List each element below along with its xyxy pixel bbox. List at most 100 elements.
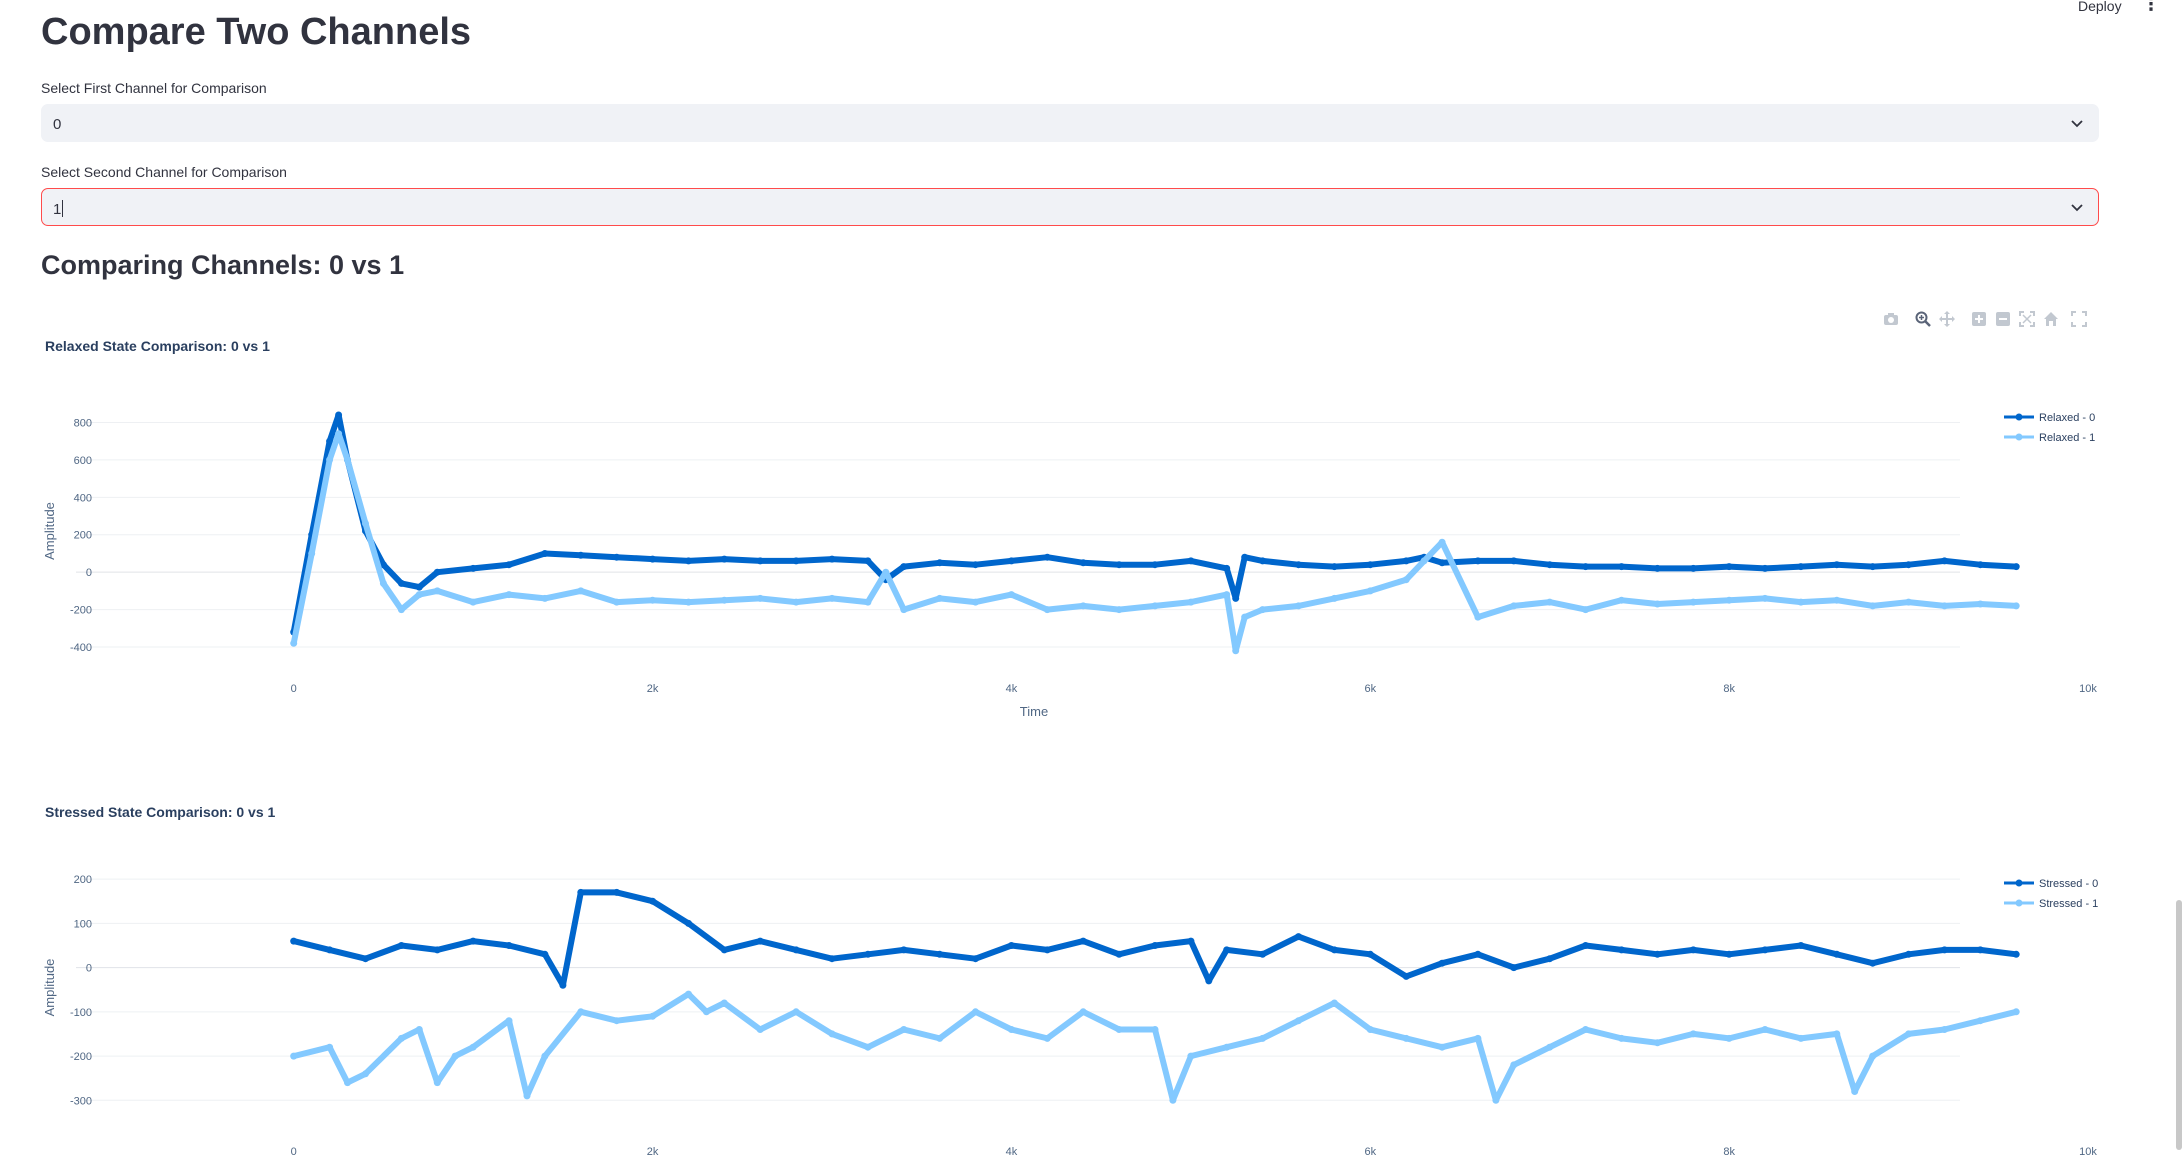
data-point[interactable] xyxy=(1582,1026,1590,1033)
data-point[interactable] xyxy=(1653,950,1661,958)
data-point[interactable] xyxy=(1079,1008,1087,1016)
data-point[interactable] xyxy=(936,559,944,567)
legend-item-1[interactable]: Relaxed - 0 xyxy=(2004,412,2095,424)
data-point[interactable] xyxy=(1618,596,1625,604)
data-point[interactable] xyxy=(864,598,872,606)
data-point[interactable] xyxy=(1797,598,1805,606)
zoom-in-icon[interactable] xyxy=(1970,310,1988,328)
data-point[interactable] xyxy=(1232,647,1240,655)
data-point[interactable] xyxy=(1402,1034,1410,1042)
data-point[interactable] xyxy=(756,557,764,565)
data-point[interactable] xyxy=(290,639,298,647)
data-point[interactable] xyxy=(397,606,405,614)
data-point[interactable] xyxy=(649,897,657,905)
data-point[interactable] xyxy=(559,981,567,989)
data-point[interactable] xyxy=(1259,1034,1267,1042)
data-point[interactable] xyxy=(1618,1034,1625,1042)
data-point[interactable] xyxy=(1295,933,1302,941)
data-point[interactable] xyxy=(756,1026,764,1033)
data-point[interactable] xyxy=(523,1092,531,1100)
data-point[interactable] xyxy=(1582,563,1590,571)
data-point[interactable] xyxy=(1366,561,1374,569)
data-point[interactable] xyxy=(1761,594,1769,602)
data-point[interactable] xyxy=(1869,602,1877,610)
data-point[interactable] xyxy=(1169,1096,1177,1104)
data-point[interactable] xyxy=(397,579,405,587)
series-line-1[interactable] xyxy=(290,889,2020,989)
data-point[interactable] xyxy=(577,888,585,896)
data-point[interactable] xyxy=(1205,977,1213,985)
pan-icon[interactable] xyxy=(1938,310,1956,328)
data-point[interactable] xyxy=(1079,937,1087,945)
data-point[interactable] xyxy=(2012,602,2020,610)
data-point[interactable] xyxy=(1151,602,1159,610)
data-point[interactable] xyxy=(469,598,477,606)
fullscreen-icon[interactable] xyxy=(2070,310,2088,328)
data-point[interactable] xyxy=(1241,613,1249,621)
data-point[interactable] xyxy=(1725,563,1733,571)
data-point[interactable] xyxy=(1546,598,1554,606)
data-point[interactable] xyxy=(1223,946,1231,954)
data-point[interactable] xyxy=(469,937,477,945)
data-point[interactable] xyxy=(1043,606,1051,614)
first-channel-select[interactable]: 0 xyxy=(41,104,2099,142)
data-point[interactable] xyxy=(335,430,343,438)
data-point[interactable] xyxy=(828,594,836,602)
data-point[interactable] xyxy=(1689,1030,1697,1038)
data-point[interactable] xyxy=(577,551,585,559)
data-point[interactable] xyxy=(1976,1017,1984,1025)
data-point[interactable] xyxy=(1833,1030,1841,1038)
data-point[interactable] xyxy=(1438,959,1446,967)
data-point[interactable] xyxy=(649,1012,657,1020)
stressed-chart[interactable]: -300 -200 -100 0 100 200 0 2k 4k 6k 8k 10k Amplitude… xyxy=(0,827,2184,1157)
data-point[interactable] xyxy=(1582,942,1590,949)
data-point[interactable] xyxy=(362,955,369,963)
data-point[interactable] xyxy=(1366,587,1374,595)
data-point[interactable] xyxy=(344,1079,351,1087)
data-point[interactable] xyxy=(900,563,908,571)
data-point[interactable] xyxy=(2012,563,2020,571)
relaxed-chart[interactable]: -400 -200 0 200 400 600 800 0 2k 4k 6k 8k 10k Time Amp… xyxy=(0,370,2184,770)
data-point[interactable] xyxy=(1438,538,1446,546)
data-point[interactable] xyxy=(936,1034,944,1042)
data-point[interactable] xyxy=(1941,946,1948,954)
camera-icon[interactable] xyxy=(1882,310,1900,328)
series-line-1[interactable] xyxy=(290,412,2020,636)
data-point[interactable] xyxy=(505,1017,513,1025)
data-point[interactable] xyxy=(1043,553,1051,561)
data-point[interactable] xyxy=(936,594,944,602)
data-point[interactable] xyxy=(577,1008,585,1016)
data-point[interactable] xyxy=(1976,946,1984,954)
data-point[interactable] xyxy=(541,550,549,557)
data-point[interactable] xyxy=(344,456,351,464)
data-point[interactable] xyxy=(326,456,334,464)
data-point[interactable] xyxy=(1761,564,1769,572)
data-point[interactable] xyxy=(685,919,692,927)
data-point[interactable] xyxy=(613,553,621,561)
data-point[interactable] xyxy=(792,946,800,954)
data-point[interactable] xyxy=(290,937,298,945)
data-point[interactable] xyxy=(335,411,343,419)
data-point[interactable] xyxy=(415,591,423,599)
data-point[interactable] xyxy=(1976,600,1984,608)
data-point[interactable] xyxy=(936,950,944,958)
data-point[interactable] xyxy=(541,594,549,602)
data-point[interactable] xyxy=(1941,602,1948,610)
data-point[interactable] xyxy=(864,557,872,565)
data-point[interactable] xyxy=(864,1043,872,1051)
data-point[interactable] xyxy=(1259,557,1267,565)
data-point[interactable] xyxy=(326,1043,334,1051)
data-point[interactable] xyxy=(1187,1052,1195,1060)
data-point[interactable] xyxy=(451,1052,459,1060)
data-point[interactable] xyxy=(469,1043,477,1051)
data-point[interactable] xyxy=(362,1070,369,1078)
data-point[interactable] xyxy=(1259,950,1267,958)
data-point[interactable] xyxy=(1007,591,1015,599)
kebab-menu-icon[interactable]: ⋮ xyxy=(2142,0,2160,14)
data-point[interactable] xyxy=(415,1026,423,1033)
data-point[interactable] xyxy=(702,1008,710,1016)
data-point[interactable] xyxy=(1725,950,1733,958)
data-point[interactable] xyxy=(1510,602,1518,610)
data-point[interactable] xyxy=(1474,613,1482,621)
data-point[interactable] xyxy=(1079,559,1087,567)
